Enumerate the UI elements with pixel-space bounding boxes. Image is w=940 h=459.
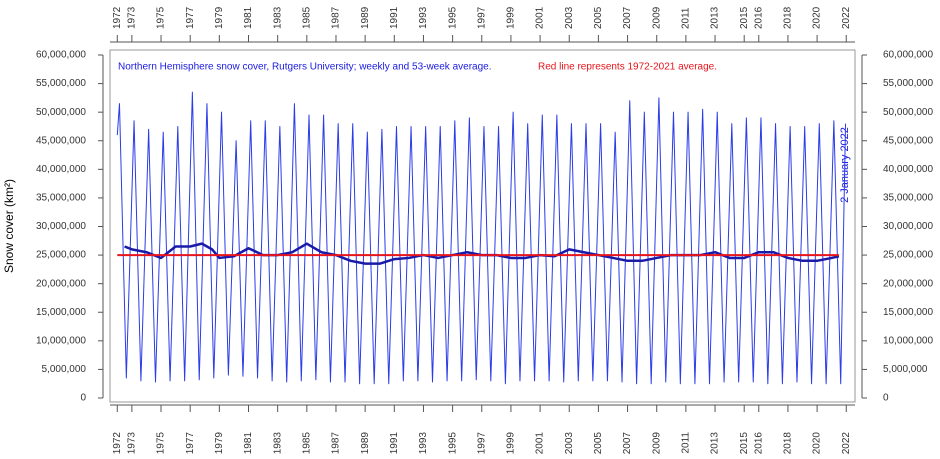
x-tick-label: 2020 <box>812 432 823 455</box>
y2-tick-label: 50,000,000 <box>883 107 933 118</box>
x-tick-label: 2011 <box>681 432 692 454</box>
x-top-tick-label: 1993 <box>418 6 429 29</box>
x-tick-label: 1999 <box>506 432 517 455</box>
x-tick-label: 1983 <box>272 432 283 455</box>
x-tick-label: 2005 <box>593 432 604 455</box>
chart-title: Northern Hemisphere snow cover, Rutgers … <box>118 62 492 73</box>
y2-tick-label: 35,000,000 <box>883 193 933 204</box>
y2-tick-label: 30,000,000 <box>883 221 933 232</box>
x-top-tick-label: 2018 <box>783 6 794 29</box>
y-tick-label: 40,000,000 <box>36 164 86 175</box>
x-top-tick-label: 2003 <box>564 6 575 29</box>
x-tick-label: 1979 <box>214 432 225 455</box>
x-top-tick-label: 1989 <box>360 6 371 29</box>
x-top-tick-label: 2005 <box>593 6 604 29</box>
x-tick-label: 1993 <box>418 432 429 455</box>
x-top-tick-label: 1977 <box>185 6 196 29</box>
x-tick-label: 1977 <box>185 432 196 455</box>
y2-tick-label: 40,000,000 <box>883 164 933 175</box>
y2-tick-label: 20,000,000 <box>883 278 933 289</box>
x-top-tick-label: 1995 <box>447 6 458 29</box>
x-top-tick-label: 1981 <box>243 6 254 29</box>
y-tick-label: 45,000,000 <box>36 135 86 146</box>
x-top-tick-label: 1987 <box>331 6 342 29</box>
x-tick-label: 2001 <box>535 432 546 455</box>
series-line <box>116 91 847 385</box>
y2-tick-label: 0 <box>883 393 889 404</box>
x-tick-label: 2022 <box>841 432 852 455</box>
x-tick-label: 2013 <box>710 432 721 455</box>
y2-tick-label: 55,000,000 <box>883 78 933 89</box>
x-tick-label: 2016 <box>753 432 764 455</box>
y-tick-label: 60,000,000 <box>36 50 86 61</box>
x-top-tick-label: 2022 <box>841 6 852 29</box>
x-top-tick-label: 2016 <box>753 6 764 29</box>
x-top-tick-label: 1999 <box>506 6 517 29</box>
x-tick-label: 1972 <box>112 432 123 455</box>
x-tick-label: 1995 <box>447 432 458 455</box>
x-tick-label: 2018 <box>783 432 794 455</box>
x-top-tick-label: 1991 <box>389 6 400 29</box>
y-tick-label: 15,000,000 <box>36 307 86 318</box>
y-axis-label: Snow cover (km²) <box>2 179 16 273</box>
x-top-tick-label: 1973 <box>127 6 138 29</box>
y2-tick-label: 5,000,000 <box>883 364 928 375</box>
x-top-tick-label: 1997 <box>476 6 487 29</box>
x-tick-label: 1981 <box>243 432 254 455</box>
y-tick-label: 25,000,000 <box>36 250 86 261</box>
y2-tick-label: 10,000,000 <box>883 335 933 346</box>
y-tick-label: 20,000,000 <box>36 278 86 289</box>
x-top-tick-label: 2013 <box>710 6 721 29</box>
y-tick-label: 5,000,000 <box>42 364 87 375</box>
x-top-tick-label: 1983 <box>272 6 283 29</box>
y2-tick-label: 45,000,000 <box>883 135 933 146</box>
x-top-tick-label: 1972 <box>112 6 123 29</box>
y-tick-label: 10,000,000 <box>36 335 86 346</box>
chart-subtitle: Red line represents 1972-2021 average. <box>538 62 717 73</box>
y-tick-label: 35,000,000 <box>36 193 86 204</box>
y2-tick-label: 60,000,000 <box>883 50 933 61</box>
x-tick-label: 1997 <box>476 432 487 455</box>
x-tick-label: 1975 <box>156 432 167 455</box>
y-tick-label: 55,000,000 <box>36 78 86 89</box>
x-top-tick-label: 2001 <box>535 6 546 29</box>
x-tick-label: 1987 <box>331 432 342 455</box>
x-tick-label: 2009 <box>651 432 662 455</box>
x-tick-label: 2015 <box>739 432 750 455</box>
y2-tick-label: 25,000,000 <box>883 250 933 261</box>
x-top-tick-label: 1985 <box>301 6 312 29</box>
x-top-tick-label: 2009 <box>651 6 662 29</box>
plot-frame <box>109 49 856 403</box>
y-tick-label: 30,000,000 <box>36 221 86 232</box>
x-tick-label: 1985 <box>301 432 312 455</box>
y-tick-label: 50,000,000 <box>36 107 86 118</box>
x-top-tick-label: 2007 <box>622 6 633 29</box>
x-tick-label: 1991 <box>389 432 400 455</box>
x-top-tick-label: 1979 <box>214 6 225 29</box>
x-tick-label: 1973 <box>127 432 138 455</box>
x-top-tick-label: 2020 <box>812 6 823 29</box>
x-top-tick-label: 1975 <box>156 6 167 29</box>
x-tick-label: 1989 <box>360 432 371 455</box>
y2-tick-label: 15,000,000 <box>883 307 933 318</box>
y-tick-label: 0 <box>80 393 86 404</box>
x-tick-label: 2007 <box>622 432 633 455</box>
x-top-tick-label: 2015 <box>739 6 750 29</box>
x-tick-label: 2003 <box>564 432 575 455</box>
x-top-tick-label: 2011 <box>681 7 692 29</box>
